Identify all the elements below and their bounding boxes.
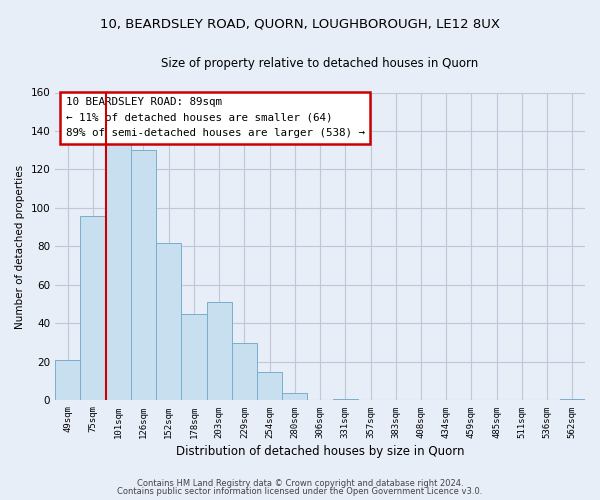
Bar bbox=[106, 144, 131, 400]
Text: Contains public sector information licensed under the Open Government Licence v3: Contains public sector information licen… bbox=[118, 487, 482, 496]
Bar bbox=[232, 342, 257, 400]
Bar bbox=[257, 372, 282, 400]
Bar bbox=[560, 398, 585, 400]
Bar bbox=[55, 360, 80, 401]
Text: 10 BEARDSLEY ROAD: 89sqm
← 11% of detached houses are smaller (64)
89% of semi-d: 10 BEARDSLEY ROAD: 89sqm ← 11% of detach… bbox=[66, 97, 365, 138]
Bar bbox=[282, 392, 307, 400]
Bar bbox=[206, 302, 232, 400]
Text: 10, BEARDSLEY ROAD, QUORN, LOUGHBOROUGH, LE12 8UX: 10, BEARDSLEY ROAD, QUORN, LOUGHBOROUGH,… bbox=[100, 18, 500, 30]
Bar bbox=[156, 242, 181, 400]
X-axis label: Distribution of detached houses by size in Quorn: Distribution of detached houses by size … bbox=[176, 444, 464, 458]
Bar bbox=[131, 150, 156, 401]
Y-axis label: Number of detached properties: Number of detached properties bbox=[15, 164, 25, 328]
Text: Contains HM Land Registry data © Crown copyright and database right 2024.: Contains HM Land Registry data © Crown c… bbox=[137, 478, 463, 488]
Bar bbox=[181, 314, 206, 400]
Bar bbox=[80, 216, 106, 400]
Title: Size of property relative to detached houses in Quorn: Size of property relative to detached ho… bbox=[161, 58, 479, 70]
Bar bbox=[332, 398, 358, 400]
